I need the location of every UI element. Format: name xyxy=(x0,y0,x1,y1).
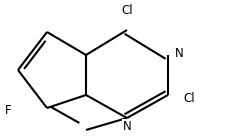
Text: Cl: Cl xyxy=(121,3,132,17)
Text: N: N xyxy=(174,47,183,59)
Text: F: F xyxy=(5,104,11,116)
Text: N: N xyxy=(122,120,131,133)
Text: Cl: Cl xyxy=(182,91,194,104)
